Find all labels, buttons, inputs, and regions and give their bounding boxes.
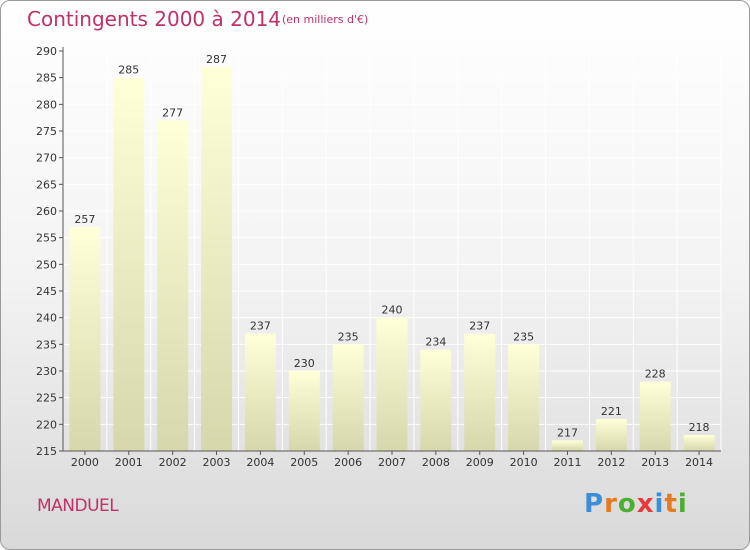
proxiti-logo: Proxiti	[584, 489, 688, 519]
logo-letter: i	[654, 489, 665, 519]
bar-value-label: 230	[294, 357, 315, 370]
x-tick-label: 2005	[290, 456, 318, 469]
bar-value-label: 235	[513, 330, 534, 343]
bar	[508, 344, 540, 451]
axes: 215 220 225 230 235 240 245 250 255 260 265 270 275 2…	[36, 45, 721, 469]
bar	[464, 333, 496, 451]
bar	[683, 435, 715, 451]
y-tick-label: 290	[36, 45, 57, 58]
y-tick-label: 240	[36, 312, 57, 325]
bar	[244, 333, 276, 451]
bar-value-label: 285	[118, 64, 139, 77]
x-tick-label: 2003	[203, 456, 231, 469]
logo-letter: i	[677, 489, 688, 519]
bar	[420, 349, 452, 451]
bar-value-label: 237	[469, 320, 490, 333]
y-tick-label: 285	[36, 72, 57, 85]
commune-name: MANDUEL	[37, 496, 119, 516]
x-tick-label: 2009	[466, 456, 494, 469]
x-tick-label: 2010	[510, 456, 538, 469]
x-tick-label: 2011	[553, 456, 581, 469]
y-tick-label: 265	[36, 178, 57, 191]
logo-letter: t	[664, 489, 678, 519]
bar	[113, 77, 145, 452]
bar-value-label: 240	[382, 304, 403, 317]
x-tick-label: 2012	[597, 456, 625, 469]
bar	[201, 67, 233, 451]
chart-title: Contingents 2000 à 2014	[27, 7, 282, 31]
logo-letter: o	[617, 489, 637, 519]
bars: 257 285 277 287 237 230 235 240 234 237 235 217 221 2…	[69, 53, 715, 452]
bar-value-label: 234	[425, 336, 446, 349]
bar	[288, 371, 320, 451]
bar-value-label: 287	[206, 53, 227, 66]
logo-letter: P	[584, 489, 605, 519]
bar-value-label: 221	[601, 405, 622, 418]
logo-letter: r	[604, 489, 618, 519]
x-tick-label: 2002	[159, 456, 187, 469]
bar-value-label: 218	[689, 421, 710, 434]
x-tick-label: 2004	[246, 456, 274, 469]
bar	[157, 120, 189, 451]
x-tick-label: 2001	[115, 456, 143, 469]
x-tick-label: 2000	[71, 456, 99, 469]
y-tick-label: 215	[36, 445, 57, 458]
chart-subtitle: (en milliers d'€)	[282, 13, 369, 26]
bar-value-label: 277	[162, 106, 183, 119]
y-tick-label: 260	[36, 205, 57, 218]
y-tick-label: 270	[36, 152, 57, 165]
bar-value-label: 257	[74, 213, 95, 226]
y-tick-label: 220	[36, 418, 57, 431]
x-tick-label: 2008	[422, 456, 450, 469]
bar	[332, 344, 364, 451]
x-tick-label: 2014	[685, 456, 713, 469]
x-tick-label: 2013	[641, 456, 669, 469]
bar	[639, 381, 671, 451]
y-tick-label: 255	[36, 232, 57, 245]
bar	[376, 317, 408, 451]
bar-value-label: 228	[645, 368, 666, 381]
y-tick-label: 230	[36, 365, 57, 378]
y-tick-label: 280	[36, 98, 57, 111]
bar	[69, 227, 101, 451]
bar-value-label: 237	[250, 320, 271, 333]
x-tick-label: 2007	[378, 456, 406, 469]
x-tick-label: 2006	[334, 456, 362, 469]
logo-letter: x	[636, 489, 655, 519]
bar-value-label: 217	[557, 426, 578, 439]
y-tick-label: 235	[36, 338, 57, 351]
bar	[551, 440, 583, 451]
bar-value-label: 235	[338, 330, 359, 343]
y-tick-label: 225	[36, 392, 57, 405]
y-tick-label: 275	[36, 125, 57, 138]
bar	[595, 419, 627, 451]
y-tick-label: 245	[36, 285, 57, 298]
y-tick-label: 250	[36, 258, 57, 271]
